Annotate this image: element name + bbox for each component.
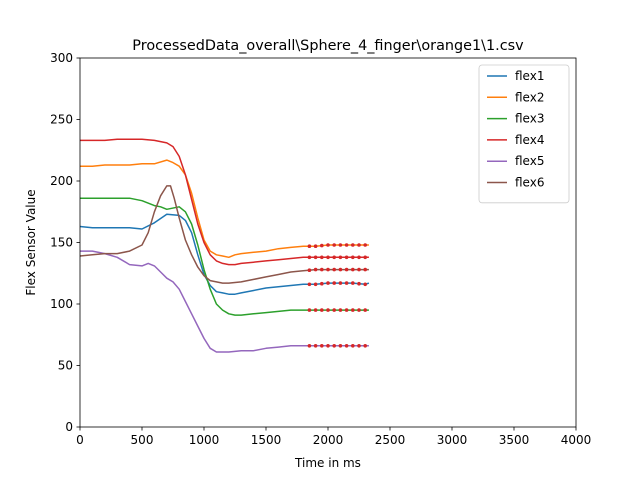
data-point-flex4 (357, 255, 361, 260)
data-point-flex5 (338, 344, 343, 348)
data-point-flex5 (320, 344, 324, 348)
data-point-flex2 (313, 244, 318, 248)
x-tick-label: 1000 (189, 433, 220, 447)
data-point-flex1 (338, 281, 343, 285)
data-point-flex5 (357, 344, 361, 348)
data-point-flex3 (332, 308, 337, 312)
data-point-flex1 (313, 282, 318, 287)
data-point-flex1 (332, 281, 337, 285)
data-point-flex2 (332, 243, 337, 247)
data-point-flex4 (320, 255, 324, 260)
data-point-flex1 (357, 281, 361, 286)
data-point-flex5 (307, 344, 312, 348)
x-tick-label: 2000 (313, 433, 344, 447)
legend-label-flex1: flex1 (515, 69, 544, 83)
x-tick-label: 3000 (437, 433, 468, 447)
legend-label-flex6: flex6 (515, 176, 544, 190)
data-point-flex3 (357, 308, 361, 312)
data-point-flex3 (344, 308, 349, 312)
y-axis-label: Flex Sensor Value (24, 189, 38, 295)
data-point-flex2 (338, 243, 343, 247)
data-point-flex2 (320, 243, 324, 248)
y-tick-label: 50 (58, 359, 73, 373)
data-point-flex4 (338, 255, 343, 260)
data-point-flex1 (326, 281, 330, 285)
data-point-flex2 (307, 244, 312, 248)
marker-layer (307, 243, 368, 348)
data-point-flex3 (313, 308, 318, 312)
data-point-flex6 (326, 267, 330, 272)
data-point-flex1 (344, 281, 349, 285)
x-tick-label: 500 (131, 433, 154, 447)
data-point-flex3 (320, 308, 324, 312)
legend-label-flex2: flex2 (515, 90, 544, 104)
series-line-flex5 (80, 250, 369, 353)
x-tick-label: 0 (76, 433, 84, 447)
data-point-flex4 (326, 255, 330, 260)
data-point-flex2 (363, 243, 368, 247)
data-point-flex4 (363, 255, 368, 260)
y-tick-label: 300 (50, 51, 73, 65)
x-tick-label: 2500 (375, 433, 406, 447)
data-point-flex6 (357, 267, 361, 272)
data-point-flex3 (307, 308, 312, 312)
chart-title: ProcessedData_overall\Sphere_4_finger\or… (132, 38, 524, 54)
data-point-flex1 (363, 282, 368, 287)
y-axis: 0 50 100 150 200 250 300 (50, 51, 80, 434)
series-layer (79, 138, 370, 353)
data-point-flex6 (344, 267, 349, 272)
data-point-flex6 (363, 267, 368, 272)
data-point-flex2 (344, 243, 349, 247)
x-tick-label: 4000 (561, 433, 592, 447)
data-point-flex4 (344, 255, 349, 260)
data-point-flex5 (363, 344, 368, 348)
legend-label-flex3: flex3 (515, 112, 544, 126)
data-point-flex5 (326, 344, 330, 348)
data-point-flex2 (357, 243, 361, 247)
data-point-flex2 (351, 243, 355, 247)
x-axis: 0 500 1000 1500 2000 2500 3000 3500 4000 (76, 427, 591, 447)
legend-label-flex5: flex5 (515, 154, 544, 168)
series-line-flex6 (79, 185, 369, 284)
data-point-flex5 (351, 344, 355, 348)
data-point-flex4 (313, 255, 318, 260)
data-point-flex4 (332, 255, 337, 260)
data-point-flex6 (313, 267, 318, 272)
y-tick-label: 150 (50, 236, 73, 250)
data-point-flex4 (351, 255, 355, 260)
data-point-flex1 (320, 281, 324, 286)
x-axis-label: Time in ms (294, 456, 361, 470)
y-tick-label: 0 (65, 420, 73, 434)
data-point-flex3 (326, 308, 330, 312)
legend-box (478, 64, 570, 204)
data-point-flex5 (332, 344, 337, 348)
data-point-flex5 (344, 344, 349, 348)
data-point-flex5 (313, 344, 318, 348)
legend: flex1 flex2 flex3 flex4 flex5 flex6 (478, 64, 570, 204)
data-point-flex3 (351, 308, 355, 312)
y-tick-label: 250 (50, 113, 73, 127)
data-point-flex2 (326, 243, 330, 247)
legend-label-flex4: flex4 (515, 133, 544, 147)
series-line-flex1 (79, 213, 370, 295)
data-point-flex6 (332, 267, 337, 272)
data-point-flex6 (320, 267, 324, 272)
data-point-flex6 (351, 267, 355, 272)
series-line-flex2 (80, 159, 369, 259)
data-point-flex3 (338, 308, 343, 312)
x-tick-label: 1500 (251, 433, 282, 447)
data-point-flex1 (351, 281, 355, 285)
data-point-flex4 (307, 255, 312, 260)
x-tick-label: 3500 (499, 433, 530, 447)
data-point-flex6 (307, 268, 312, 273)
y-tick-label: 200 (50, 174, 73, 188)
y-tick-label: 100 (50, 297, 73, 311)
data-point-flex1 (307, 282, 312, 287)
data-point-flex3 (363, 308, 368, 312)
data-point-flex6 (338, 267, 343, 272)
